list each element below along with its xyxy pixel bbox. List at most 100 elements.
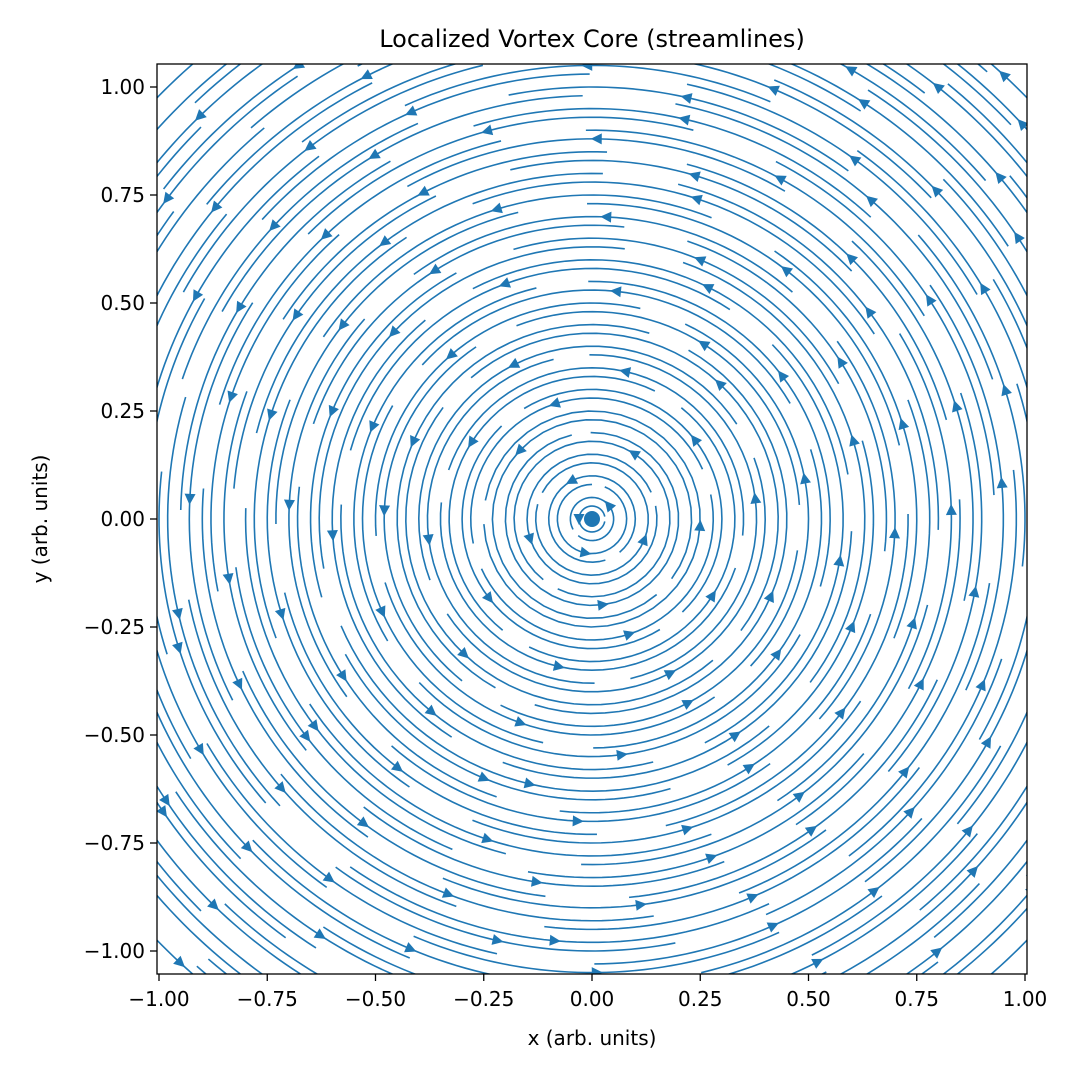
streamline-arrow (463, 1052, 475, 1063)
streamline-arrow (690, 194, 703, 206)
streamline-segment (402, 0, 756, 23)
streamline-arrow (491, 934, 504, 945)
streamline-segment (898, 333, 953, 690)
streamline-arrow (457, 647, 469, 659)
streamline-arrow (211, 200, 223, 213)
streamline-arrow (390, 760, 404, 772)
streamline-arrow (849, 155, 862, 167)
streamline-arrow (379, 505, 391, 517)
streamline-arrow (91, 361, 102, 373)
streamline-arrow (514, 716, 527, 727)
streamline-segment (726, 895, 883, 974)
streamline-segment (244, 508, 507, 855)
y-tick-label: 1.00 (100, 75, 145, 99)
streamline-segment (581, 604, 929, 866)
streamline-segment (864, 648, 1027, 883)
streamline-arrow (858, 99, 871, 110)
streamline-arrow (410, 435, 421, 448)
streamline-arrow (903, 806, 915, 819)
streamline-arrow (490, 202, 503, 214)
streamline-arrow (429, 263, 442, 275)
streamline-arrow (90, 488, 101, 499)
streamline-segment (470, 332, 779, 631)
vortex-center-marker (584, 511, 600, 527)
streamline-segment (157, 710, 411, 959)
streamline-arrow (23, 714, 33, 726)
streamline-segment (157, 126, 202, 178)
streamline-arrow (694, 256, 707, 267)
streamline-segment (773, 79, 1027, 328)
streamline-segment (157, 64, 228, 131)
streamline-arrow (356, 816, 370, 828)
streamline-arrow (975, 679, 986, 692)
streamline-segment (1009, 175, 1027, 200)
streamline-arrow (507, 357, 521, 368)
streamline-arrow (591, 967, 603, 974)
streamline-arrow (999, 70, 1011, 83)
streamline-arrow (898, 766, 910, 779)
streamline-arrow (267, 408, 278, 421)
streamline-segment (775, 160, 995, 496)
streamline-arrow (867, 886, 880, 898)
streamline-segment (1037, 343, 1080, 742)
streamline-segment (301, 64, 458, 143)
streamline-arrow (307, 719, 319, 732)
x-tick-label: 0.25 (678, 987, 723, 1011)
streamline-arrow (774, 175, 787, 186)
streamline-arrow (515, 443, 527, 456)
streamline-arrow (700, 976, 712, 987)
streamline-arrow (523, 777, 536, 789)
streamline-arrow (274, 781, 286, 794)
streamline-arrow (1051, 455, 1062, 467)
streamline-arrow (865, 306, 877, 319)
streamline-arrow (379, 235, 392, 247)
streamline-segment (684, 323, 810, 667)
streamline-arrow (579, 546, 592, 558)
streamline-arrow (980, 736, 992, 749)
streamline-segment (157, 75, 299, 214)
streamline-arrow (125, 858, 136, 870)
streamline-arrow (1030, 559, 1041, 571)
streamline-arrow (86, 752, 96, 764)
streamline-arrow (481, 124, 494, 136)
streamline-segment (157, 784, 317, 949)
streamline-arrow (554, 4, 565, 15)
streamline-arrow (163, 191, 175, 204)
streamline-arrow (70, 645, 81, 657)
streamline-arrow (758, 3, 770, 13)
streamline-arrow (360, 69, 373, 80)
streamline-arrow (173, 955, 185, 968)
streamline-arrow (143, 101, 155, 113)
streamline-arrow (1047, 795, 1057, 807)
streamline-segment (405, 407, 714, 706)
streamline-arrow (678, 114, 691, 126)
streamline-arrow (192, 289, 204, 302)
streamline-segment (233, 195, 437, 489)
streamline-arrow (663, 670, 677, 681)
streamline-arrow (635, 899, 647, 911)
streamline-arrow (326, 529, 338, 542)
x-tick-label: 1.00 (1003, 987, 1048, 1011)
streamline-arrow (477, 771, 490, 782)
streamline-segment (201, 488, 369, 838)
x-axis-label: x (arb. units) (528, 1026, 657, 1050)
streamline-segment (1040, 612, 1080, 913)
streamline-arrow (283, 499, 295, 511)
streamline-segment (157, 64, 264, 164)
streamline-segment (1050, 274, 1080, 615)
streamline-arrow (913, 678, 924, 691)
streamline-segment (207, 958, 228, 974)
streamline-segment (1050, 444, 1080, 790)
streamline-arrow (481, 591, 494, 604)
streamline-segment (766, 64, 862, 112)
streamline-arrow (468, 435, 479, 448)
streamline-segment (677, 183, 940, 530)
streamline-arrow (336, 669, 347, 682)
streamline-arrow (746, 893, 759, 904)
streamline-arrow (572, 815, 584, 827)
streamline-arrow (770, 648, 782, 661)
streamline-arrow (530, 875, 543, 887)
streamline-arrow (331, 1051, 343, 1061)
x-tick-label: 0.00 (570, 987, 615, 1011)
